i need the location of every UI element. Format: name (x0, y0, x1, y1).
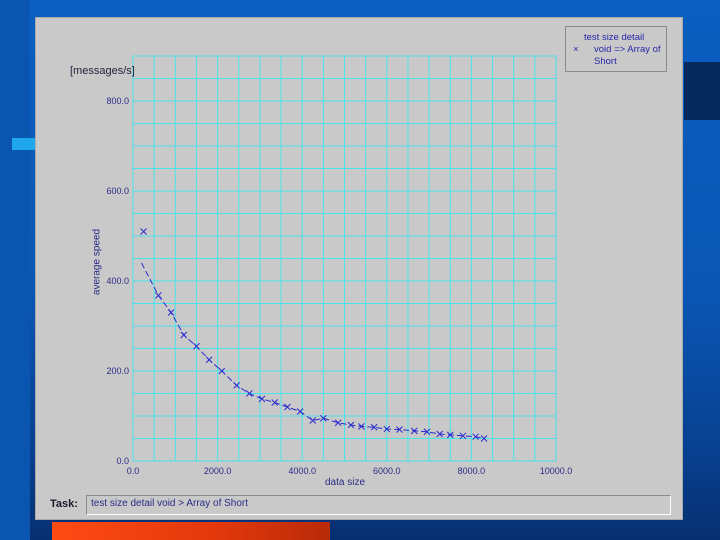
x-tick-label: 2000.0 (204, 466, 232, 476)
data-point-marker (180, 331, 188, 339)
decorative-bar (12, 138, 40, 150)
data-point-marker (480, 435, 488, 442)
data-point-marker (309, 417, 317, 424)
x-tick-label: 4000.0 (288, 466, 316, 476)
data-point-marker (347, 421, 355, 429)
data-point-marker (167, 309, 175, 316)
plot-frame (132, 55, 557, 462)
legend-title: test size detail (584, 32, 645, 43)
data-point-marker (446, 431, 454, 439)
data-point-marker (319, 414, 327, 422)
x-tick-label: 10000.0 (540, 466, 573, 476)
data-point-marker (258, 395, 266, 403)
data-point-marker (205, 356, 213, 364)
data-point-marker (155, 292, 162, 299)
data-point-marker (140, 228, 147, 235)
y-unit-label: [messages/s] (70, 65, 135, 77)
data-point-marker (410, 427, 418, 435)
legend-marker-icon: × (573, 44, 579, 55)
data-point-marker (218, 367, 226, 375)
y-tick-label: 200.0 (106, 366, 129, 376)
data-point-marker (436, 430, 444, 438)
data-point-marker (193, 342, 200, 350)
data-point-marker (358, 422, 365, 430)
legend: test size detail × void => Array of Shor… (565, 26, 667, 72)
y-tick-label: 0.0 (116, 456, 129, 466)
decorative-block (684, 62, 720, 120)
y-axis-label: average speed (91, 228, 103, 296)
data-point-marker (334, 419, 342, 427)
decorative-red-bar (52, 522, 330, 540)
data-point-marker (271, 399, 279, 406)
data-point-marker (383, 425, 391, 433)
x-axis-label: data size (324, 477, 366, 488)
data-point-marker (296, 408, 304, 415)
x-tick-label: 0.0 (127, 466, 140, 476)
task-label: Task: (50, 498, 78, 510)
y-tick-label: 400.0 (106, 276, 129, 286)
y-tick-label: 600.0 (106, 186, 129, 196)
data-point-marker (396, 426, 403, 433)
data-point-marker (459, 432, 467, 440)
series-line (141, 262, 485, 439)
x-tick-label: 8000.0 (458, 466, 486, 476)
data-point-marker (472, 433, 479, 441)
data-point-marker (245, 390, 253, 397)
y-tick-label: 800.0 (106, 96, 129, 106)
task-field: test size detail void > Array of Short (86, 495, 671, 515)
data-point-marker (423, 428, 431, 436)
data-point-marker (284, 403, 291, 411)
data-point-marker (233, 382, 240, 389)
background-stripe (0, 0, 30, 540)
x-tick-label: 6000.0 (373, 466, 401, 476)
legend-series-name: void => Array of Short (594, 44, 661, 67)
data-point-marker (370, 423, 378, 431)
